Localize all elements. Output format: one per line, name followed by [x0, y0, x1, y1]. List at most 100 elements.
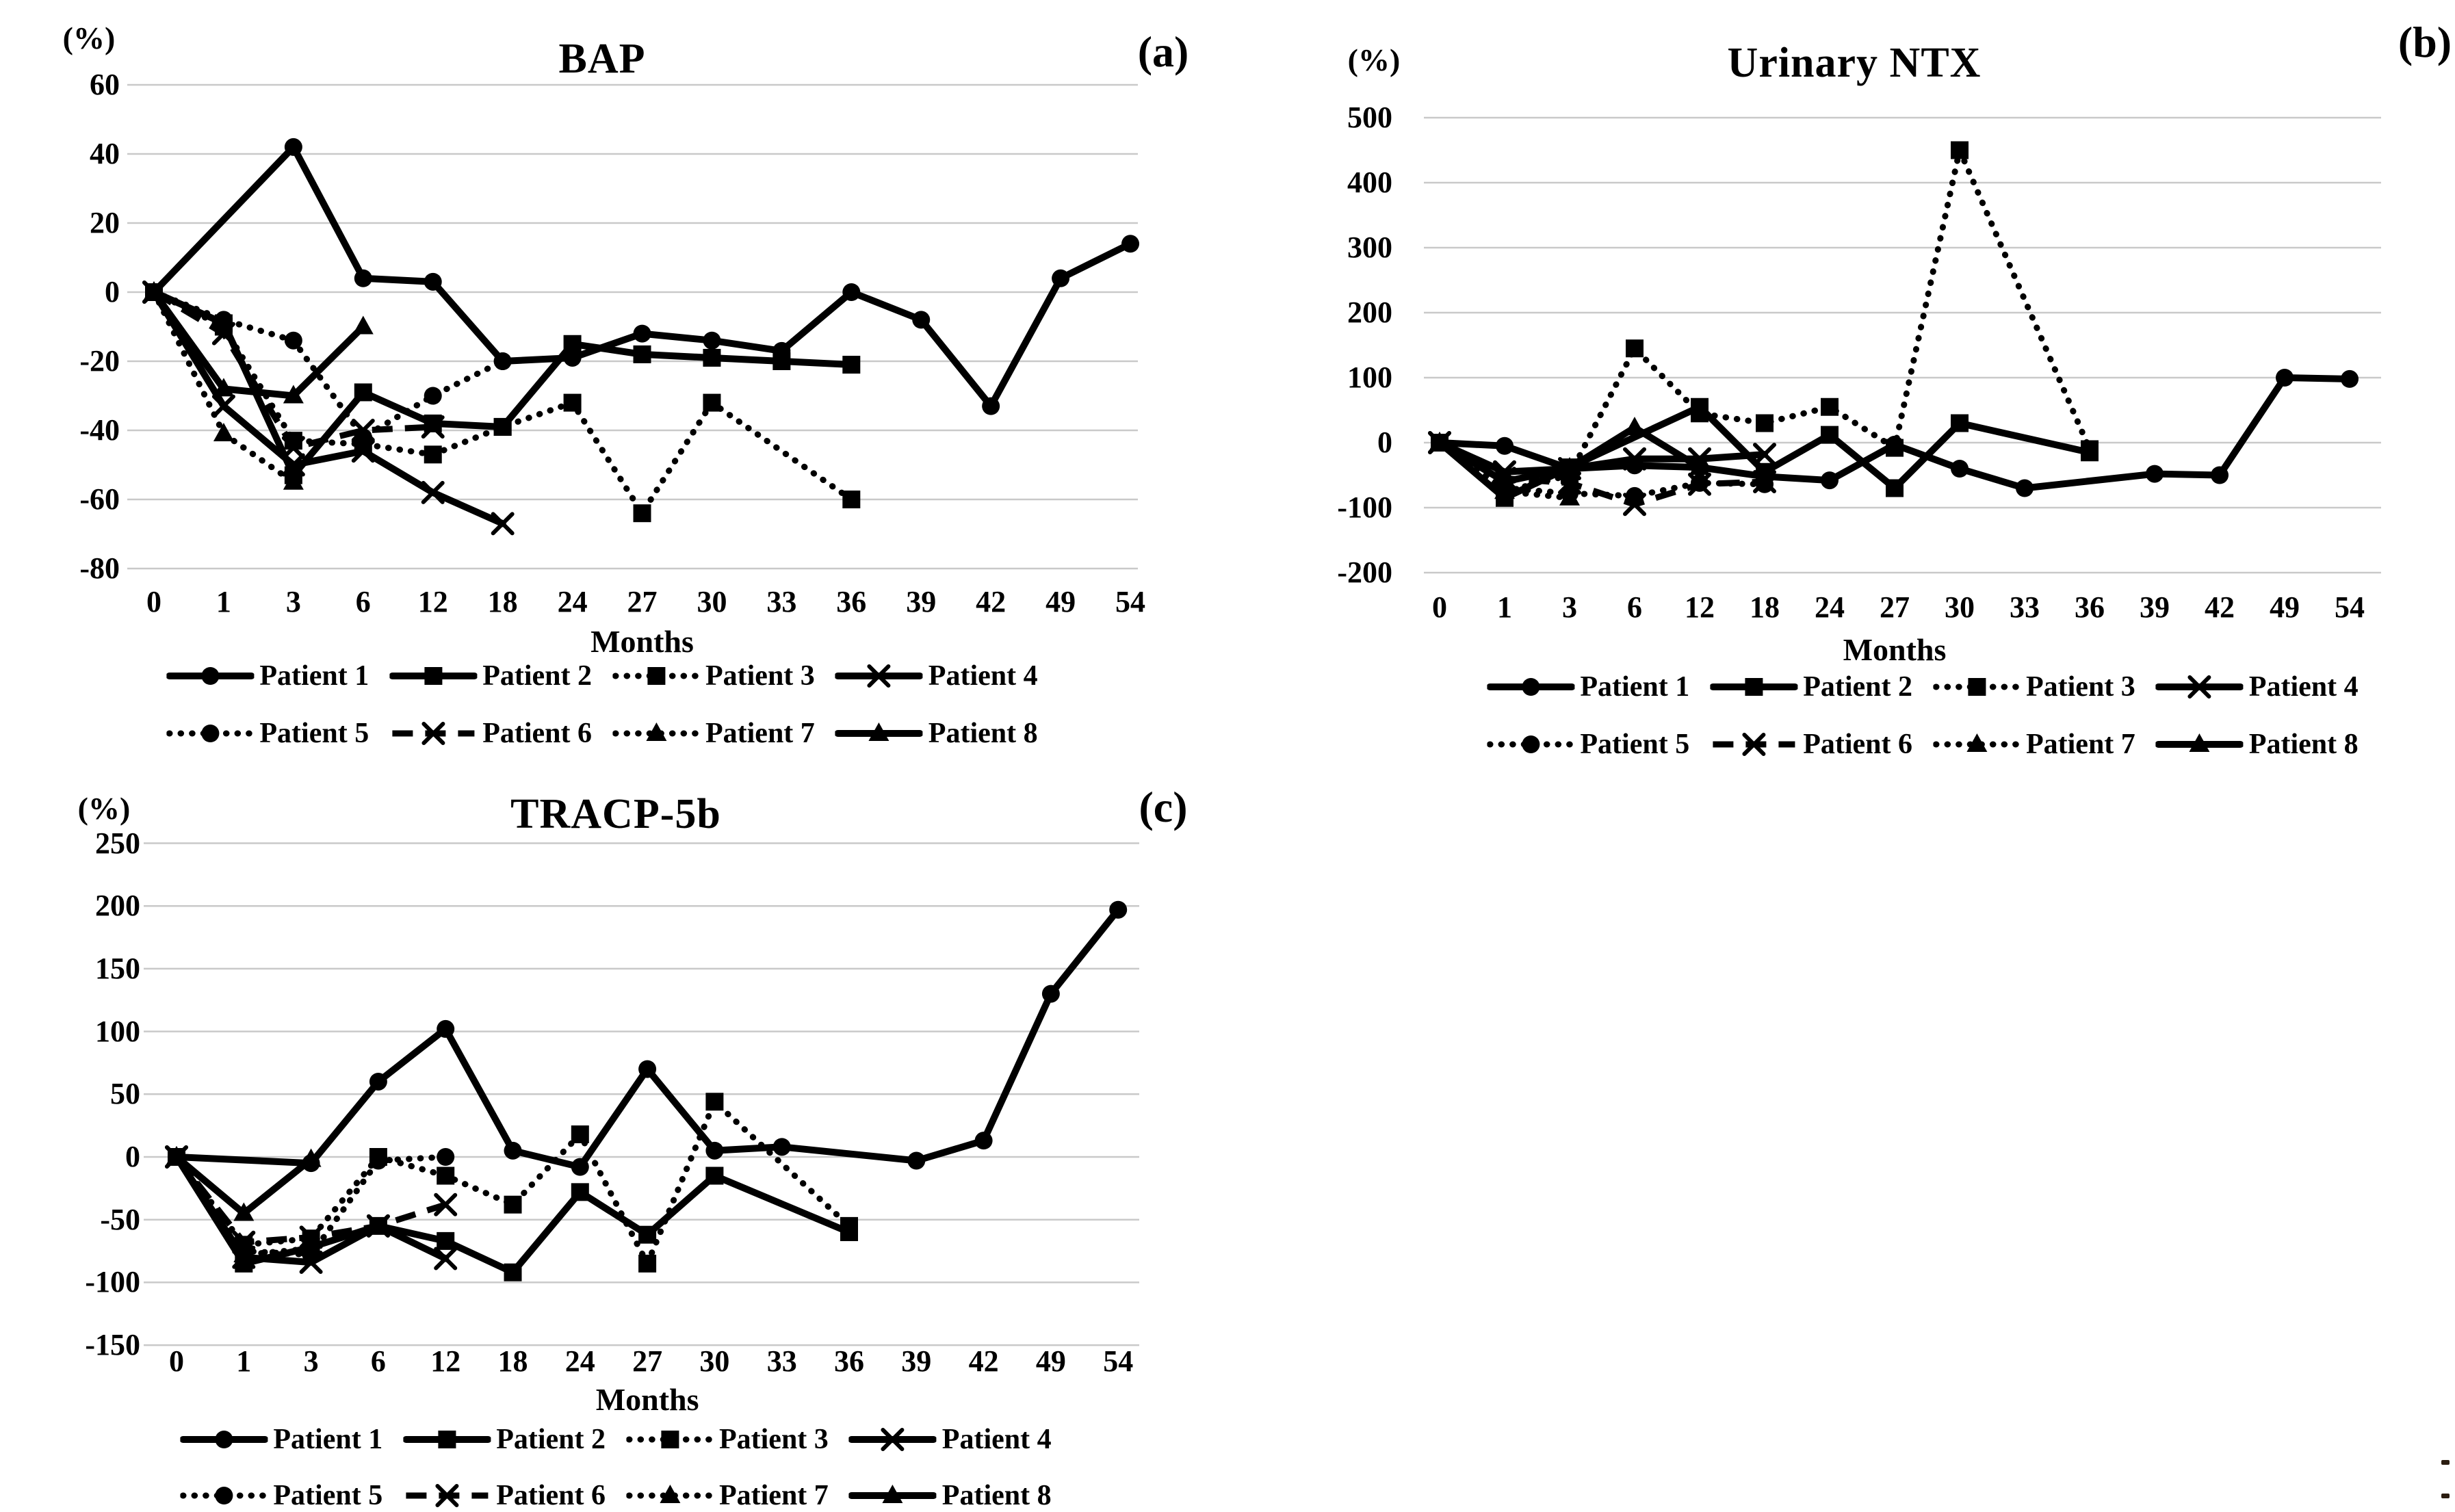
- legend-label: Patient 1: [1580, 671, 1690, 703]
- legend-label: Patient 2: [1803, 671, 1912, 703]
- x-tick-label: 0: [146, 585, 161, 618]
- square-marker: [840, 1216, 858, 1235]
- x-tick-label: 42: [968, 1344, 999, 1378]
- square-marker: [705, 1093, 724, 1111]
- legend-line-sample: [848, 1485, 937, 1503]
- legend-item-patient-5: Patient 5: [1487, 728, 1689, 761]
- artifact-dot: [2441, 1494, 2450, 1498]
- legend-line-sample: [1713, 733, 1795, 756]
- y-tick-label: 40: [90, 137, 120, 170]
- y-tick-label: 50: [110, 1077, 140, 1111]
- legend-line-sample: [392, 722, 475, 745]
- x-tick-label: 42: [2205, 590, 2235, 624]
- legend-item-patient-3: Patient 3: [626, 1423, 829, 1456]
- legend-label: Patient 7: [705, 718, 815, 749]
- legend-label: Patient 7: [719, 1480, 829, 1511]
- x-marker: [281, 436, 305, 460]
- legend-label: Patient 6: [482, 718, 592, 749]
- legend-label: Patient 5: [273, 1480, 383, 1511]
- y-tick-label: -50: [100, 1202, 140, 1236]
- legend-item-patient-7: Patient 7: [612, 717, 815, 750]
- x-tick-label: 18: [487, 585, 518, 618]
- circle-marker: [2276, 369, 2294, 387]
- square-marker: [647, 667, 665, 685]
- circle-marker: [912, 311, 931, 329]
- circle-marker: [2146, 465, 2164, 483]
- x-tick-label: 24: [1815, 590, 1845, 624]
- square-marker: [504, 1195, 522, 1214]
- triangle-marker: [1966, 733, 1987, 752]
- y-tick-label: 100: [95, 1014, 140, 1048]
- circle-marker: [982, 397, 1000, 415]
- circle-marker: [1951, 460, 1969, 478]
- legend-label: Patient 3: [719, 1424, 829, 1455]
- x-tick-label: 49: [1035, 1344, 1066, 1378]
- square-marker: [661, 1431, 679, 1448]
- legend-label: Patient 4: [941, 1424, 1052, 1455]
- triangle-marker: [213, 378, 234, 397]
- legend-line-sample: [166, 667, 255, 685]
- legend-line-sample: [2155, 675, 2244, 699]
- x-tick-label: 27: [632, 1344, 663, 1378]
- square-marker: [633, 345, 651, 363]
- square-marker: [571, 1183, 589, 1201]
- legend-line-sample: [612, 722, 700, 741]
- x-marker: [421, 722, 445, 745]
- legend-item-patient-5: Patient 5: [166, 717, 369, 750]
- y-tick-label: 500: [1347, 101, 1392, 134]
- y-tick-label: -200: [1337, 556, 1392, 589]
- y-tick-label: 250: [95, 826, 140, 860]
- circle-marker: [201, 725, 220, 742]
- triangle-marker: [646, 722, 666, 741]
- legend-item-patient-6: Patient 6: [389, 717, 592, 750]
- legend-item-patient-4: Patient 4: [835, 660, 1038, 692]
- x-marker: [351, 419, 375, 442]
- circle-marker: [2211, 466, 2229, 484]
- legend-line-sample: [389, 667, 478, 685]
- square-marker: [437, 1231, 455, 1250]
- circle-marker: [633, 324, 651, 343]
- x-marker: [1558, 471, 1581, 495]
- circle-marker: [437, 1019, 455, 1038]
- x-tick-label: 12: [1685, 590, 1715, 624]
- circle-marker: [703, 331, 721, 350]
- triangle-marker: [1559, 457, 1580, 476]
- x-tick-label: 54: [1115, 585, 1146, 618]
- x-tick-label: 18: [497, 1344, 528, 1378]
- legend-label: Patient 1: [273, 1424, 383, 1455]
- x-tick-label: 30: [699, 1344, 730, 1378]
- square-marker: [1691, 404, 1709, 423]
- legend-line-sample: [1710, 678, 1798, 696]
- legend-line-sample: [626, 1485, 714, 1503]
- square-marker: [563, 335, 582, 353]
- triangle-marker: [233, 1202, 255, 1221]
- legend-label: Patient 6: [496, 1480, 606, 1511]
- circle-marker: [705, 1141, 724, 1160]
- circle-marker: [772, 1138, 791, 1156]
- legend-item-patient-5: Patient 5: [180, 1479, 382, 1512]
- x-tick-label: 49: [1045, 585, 1076, 618]
- legend-item-patient-7: Patient 7: [626, 1479, 829, 1512]
- legend-item-patient-8: Patient 8: [835, 717, 1038, 750]
- legend-label: Patient 5: [259, 718, 369, 749]
- y-tick-label: 400: [1347, 166, 1392, 199]
- circle-marker: [1052, 269, 1070, 287]
- circle-marker: [354, 269, 372, 287]
- square-marker: [705, 1166, 724, 1185]
- x-tick-label: 3: [303, 1344, 319, 1378]
- chart-Urinary NTX: [1424, 116, 2381, 574]
- legend-label: Patient 2: [482, 660, 592, 692]
- series-line-patient-6: [1438, 440, 1765, 508]
- chart-title: TRACP-5b: [510, 791, 721, 837]
- y-axis-unit-label: (%): [62, 21, 116, 55]
- panel-letter-label: (b): [2398, 18, 2452, 66]
- chart-BAP: [127, 83, 1140, 570]
- x-tick-label: 33: [766, 585, 797, 618]
- triangle-marker: [300, 1148, 322, 1167]
- legend-label: Patient 4: [928, 660, 1038, 692]
- x-tick-label: 27: [627, 585, 658, 618]
- legend-item-patient-3: Patient 3: [1933, 670, 2135, 703]
- panel-letter-label: (a): [1137, 27, 1189, 76]
- series-line-patient-1: [151, 143, 1134, 410]
